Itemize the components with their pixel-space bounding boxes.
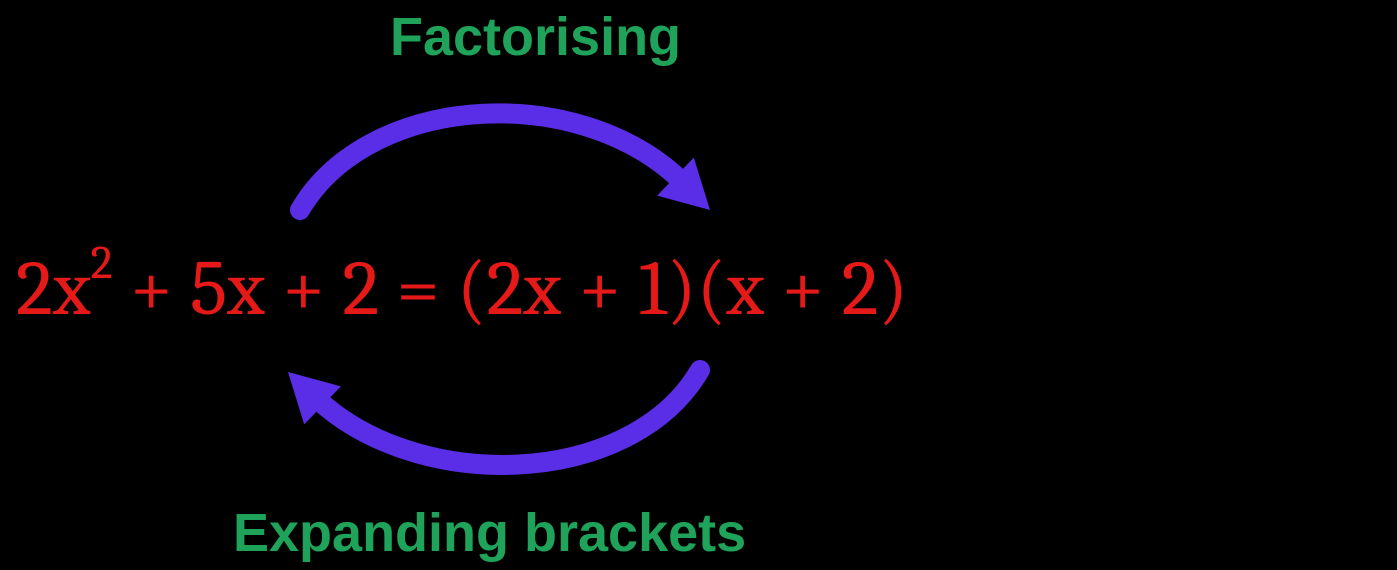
equation-equals: = [379,244,457,334]
diagram-stage: Factorising 2x2 + 5x + 2 = (2x + 1)(x + … [0,0,1397,570]
equation: 2x2 + 5x + 2 = (2x + 1)(x + 2) [16,244,908,334]
factorising-label: Factorising [390,6,681,68]
expanding-brackets-label: Expanding brackets [233,502,746,564]
equation-lhs: 2x2 + 5x + 2 [16,244,379,334]
equation-rhs: (2x + 1)(x + 2) [457,244,908,334]
